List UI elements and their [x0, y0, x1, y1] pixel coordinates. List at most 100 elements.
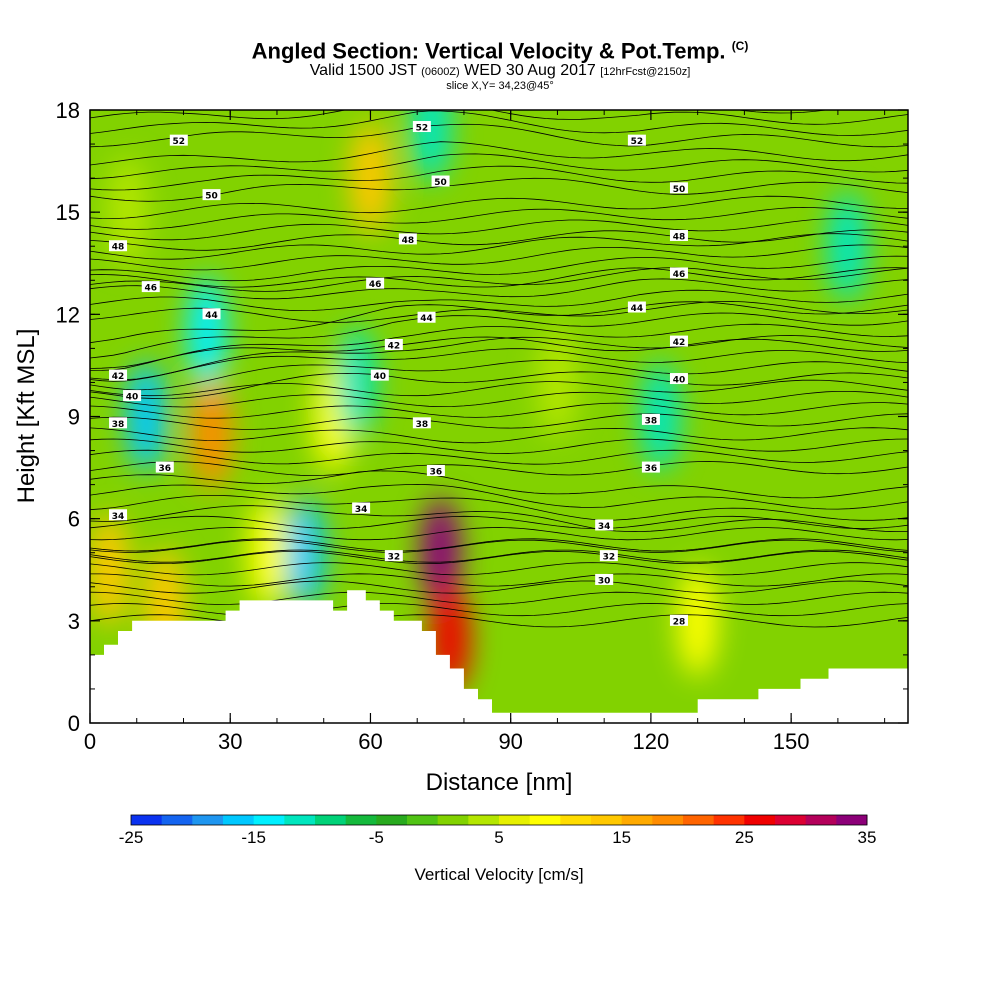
theta-label-7: 48	[398, 233, 417, 246]
colorbar-bin-18	[683, 815, 715, 825]
theta-contour-44-0	[90, 300, 908, 323]
theta-label-33: 28	[669, 614, 688, 627]
theta-label-24: 36	[155, 461, 174, 474]
chart-title: Angled Section: Vertical Velocity & Pot.…	[251, 38, 749, 64]
colorbar-bin-4	[253, 815, 285, 825]
theta-contour-42-3	[90, 301, 908, 344]
theta-contour-52-2	[90, 110, 908, 125]
svg-text:32: 32	[603, 553, 616, 563]
theta-label-13: 44	[417, 311, 436, 324]
colorbar-bin-22	[805, 815, 837, 825]
theta-label-8: 48	[669, 230, 688, 243]
theta-label-16: 42	[384, 338, 403, 351]
theta-contour-44-1	[90, 289, 908, 312]
theta-label-4: 50	[431, 175, 450, 188]
velocity-cell-10	[90, 514, 129, 625]
slice-label: slice X,Y= 34,23@45°	[446, 80, 554, 93]
svg-text:52: 52	[631, 137, 644, 147]
theta-contour-40-3	[90, 336, 908, 369]
svg-text:32: 32	[388, 553, 401, 563]
svg-text:42: 42	[112, 372, 125, 382]
velocity-cell-2	[186, 276, 227, 387]
colorbar-bin-13	[529, 815, 561, 825]
theta-label-27: 34	[109, 509, 128, 522]
svg-text:38: 38	[645, 416, 658, 426]
theta-contour-50-1	[90, 165, 908, 191]
colorbar-bin-12	[499, 815, 531, 825]
svg-text:34: 34	[598, 522, 611, 532]
theta-contour-40-1	[90, 359, 908, 391]
svg-text:42: 42	[388, 341, 401, 351]
colorbar-tick-2: -5	[369, 828, 384, 847]
theta-contour-38-1	[90, 402, 908, 419]
x-tick-label-1: 30	[218, 729, 242, 754]
theta-label-5: 50	[669, 182, 688, 195]
svg-text:52: 52	[416, 124, 429, 134]
theta-contour-36-1	[90, 449, 908, 465]
theta-contour-34-2	[90, 483, 908, 510]
colorbar-tick-1: -15	[241, 828, 266, 847]
theta-contour-48-0	[90, 229, 908, 251]
colorbar-tick-3: 5	[494, 828, 503, 847]
x-tick-label-3: 90	[498, 729, 522, 754]
svg-text:36: 36	[645, 464, 658, 474]
theta-contour-34-3	[90, 470, 908, 499]
svg-text:40: 40	[374, 372, 387, 382]
theta-label-32: 30	[595, 573, 614, 586]
theta-labels: 52 52 52 50 50 50 48 48 48 46 46 46 44 44 44 42 42 42 40 40…	[109, 121, 688, 627]
theta-contour-48-2	[90, 206, 908, 230]
svg-text:48: 48	[673, 233, 686, 243]
colorbar-bin-0	[131, 815, 163, 825]
y-tick-label-6: 18	[56, 98, 80, 123]
colorbar-bin-11	[468, 815, 500, 825]
svg-text:48: 48	[402, 236, 415, 246]
theta-contour-46-3	[90, 233, 908, 260]
theta-label-30: 32	[384, 550, 403, 563]
theta-contour-30-3	[90, 539, 908, 553]
theta-contour-36-2	[90, 438, 908, 454]
colorbar-bin-8	[376, 815, 408, 825]
x-tick-label-5: 150	[773, 729, 810, 754]
theta-label-9: 46	[141, 281, 160, 294]
theta-contour-34-1	[90, 495, 908, 521]
theta-contour-50-0	[90, 177, 908, 202]
svg-text:42: 42	[673, 338, 686, 348]
theta-label-21: 38	[109, 417, 128, 430]
colorbar-bin-10	[437, 815, 469, 825]
svg-text:44: 44	[631, 304, 644, 314]
theta-label-10: 46	[366, 277, 385, 290]
colorbar-bin-14	[560, 815, 592, 825]
theta-label-26: 36	[641, 461, 660, 474]
x-axis-label: Distance [nm]	[426, 769, 573, 796]
velocity-cell-3	[285, 497, 326, 608]
theta-label-23: 38	[641, 413, 660, 426]
y-axis-label: Height [Kft MSL]	[13, 329, 40, 504]
x-tick-label-2: 60	[358, 729, 382, 754]
theta-contour-44-3	[90, 267, 908, 288]
theta-label-25: 36	[426, 464, 445, 477]
theta-label-14: 44	[627, 301, 646, 314]
theta-contour-28-2	[90, 591, 908, 605]
theta-contour-52-1	[90, 110, 908, 136]
theta-contour-28-3	[90, 580, 908, 594]
theta-label-0: 52	[169, 134, 188, 147]
theta-contour-48-3	[90, 195, 908, 220]
plot-area: 52 52 52 50 50 50 48 48 48 46 46 46 44 44 44 42 42 42 40 40…	[90, 110, 908, 723]
y-tick-label-1: 3	[68, 609, 80, 634]
theta-contour-32-1	[90, 538, 908, 552]
theta-contour-46-2	[90, 244, 908, 271]
colorbar-bin-9	[407, 815, 439, 825]
theta-contour-34-0	[90, 505, 908, 533]
theta-label-19: 40	[370, 369, 389, 382]
terrain-mask	[90, 590, 908, 723]
theta-contour-42-0	[90, 335, 908, 382]
colorbar-bin-16	[621, 815, 653, 825]
theta-contour-30-0	[90, 573, 908, 587]
colorbar: -25 -15 -5 5 15 25 35	[119, 814, 876, 847]
svg-text:40: 40	[673, 376, 686, 386]
theta-contour-32-2	[90, 527, 908, 541]
svg-text:30: 30	[598, 576, 611, 586]
colorbar-tick-0: -25	[119, 828, 144, 847]
svg-text:34: 34	[112, 512, 125, 522]
